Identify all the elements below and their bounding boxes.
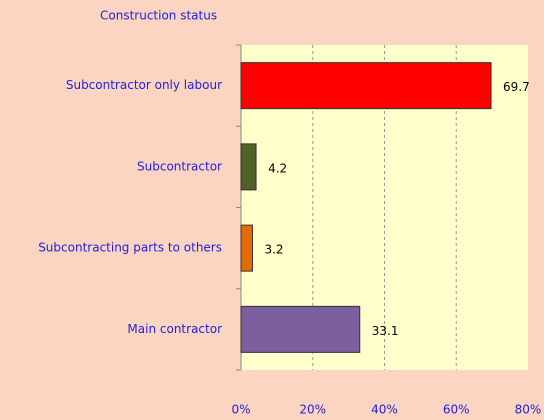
- bar: [240, 224, 253, 272]
- x-tick-label: 60%: [443, 403, 470, 417]
- value-label: 69.7: [503, 80, 530, 94]
- value-label: 33.1: [372, 324, 399, 338]
- x-tick-label: 80%: [515, 403, 542, 417]
- chart-title: Construction status: [100, 9, 217, 23]
- bar: [240, 143, 257, 191]
- bar: [240, 305, 361, 353]
- y-tick-label: Main contractor: [127, 322, 222, 336]
- x-tick-label: 40%: [371, 403, 398, 417]
- value-label: 3.2: [264, 243, 283, 257]
- x-tick-label: 0%: [231, 403, 250, 417]
- value-label: 4.2: [268, 161, 287, 175]
- bar: [240, 62, 492, 110]
- y-tick-label: Subcontractor only labour: [66, 78, 222, 92]
- y-tick-label: Subcontractor: [137, 159, 222, 173]
- x-tick-label: 20%: [299, 403, 326, 417]
- y-tick-label: Subcontracting parts to others: [38, 241, 222, 255]
